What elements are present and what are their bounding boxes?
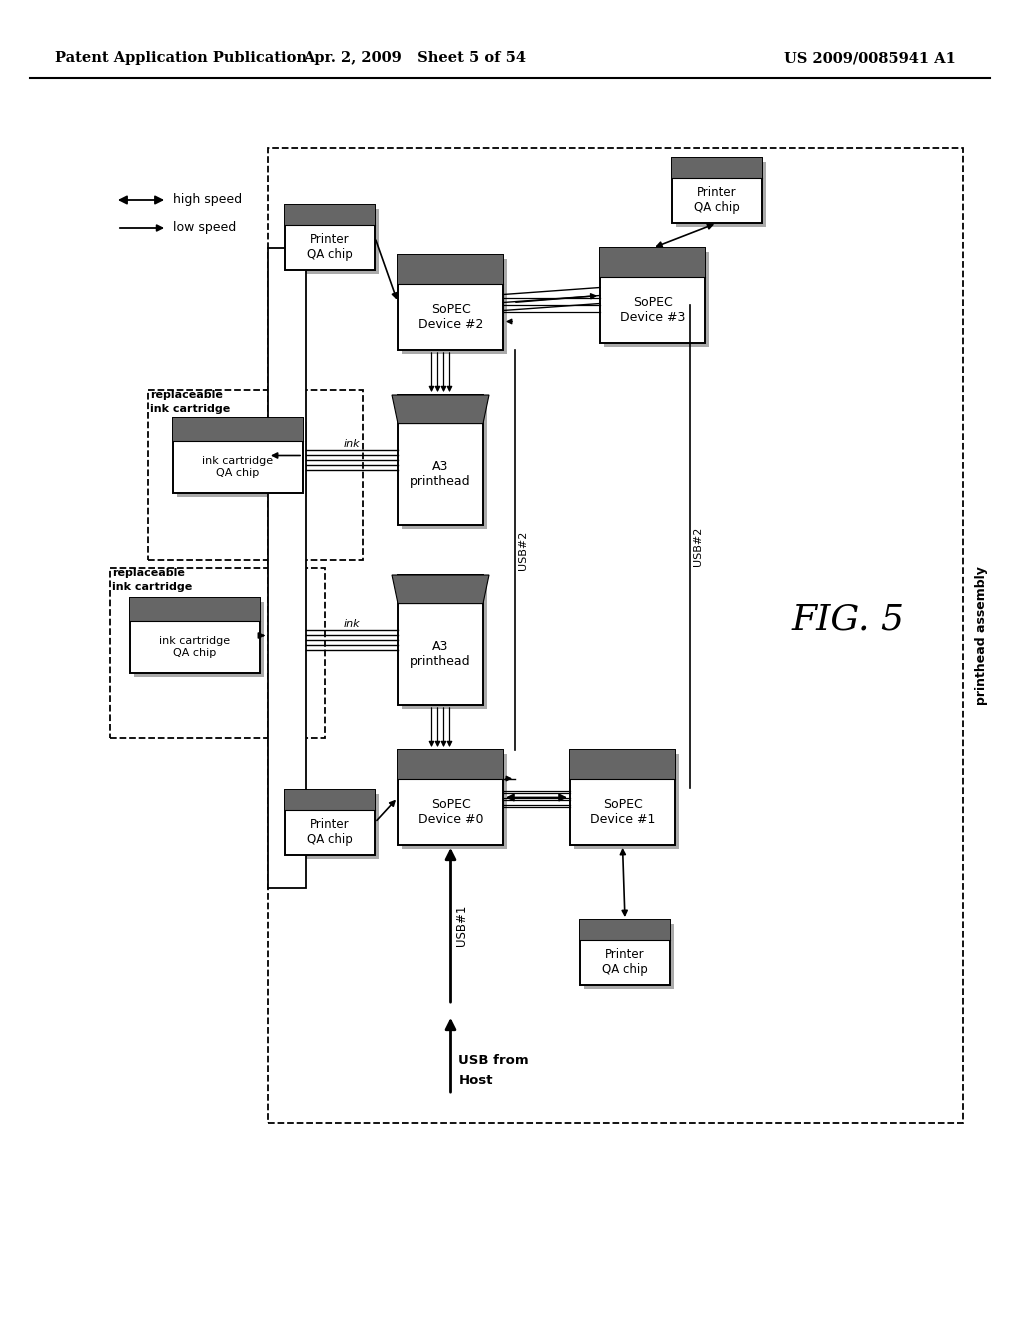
Bar [398, 395, 483, 525]
Text: SoPEC
Device #2: SoPEC Device #2 [418, 302, 483, 331]
Bar [570, 750, 675, 845]
Text: ink: ink [344, 440, 360, 449]
Text: high speed: high speed [173, 194, 242, 206]
Text: USB#1: USB#1 [456, 904, 469, 945]
Polygon shape [392, 395, 489, 424]
Polygon shape [392, 576, 489, 603]
Text: FIG. 5: FIG. 5 [792, 603, 904, 638]
Text: USB#2: USB#2 [518, 531, 528, 570]
Text: ink cartridge
QA chip: ink cartridge QA chip [160, 636, 230, 657]
Text: SoPEC
Device #0: SoPEC Device #0 [418, 797, 483, 826]
Text: USB from: USB from [459, 1053, 529, 1067]
Text: USB#2: USB#2 [693, 527, 703, 566]
Bar [285, 789, 375, 809]
Bar [268, 248, 306, 888]
Bar [600, 248, 705, 343]
Bar [580, 920, 670, 985]
Bar [676, 162, 766, 227]
Text: low speed: low speed [173, 222, 237, 235]
Bar [134, 602, 264, 677]
Bar [398, 255, 503, 350]
Text: ink: ink [344, 619, 360, 630]
Text: printhead assembly: printhead assembly [975, 566, 987, 705]
Bar [574, 754, 679, 849]
Text: Printer
QA chip: Printer QA chip [694, 186, 740, 214]
Bar [285, 205, 375, 224]
Text: US 2009/0085941 A1: US 2009/0085941 A1 [784, 51, 956, 65]
Text: Patent Application Publication: Patent Application Publication [55, 51, 307, 65]
Bar [177, 422, 307, 498]
Bar [285, 789, 375, 855]
Bar [268, 148, 963, 1123]
Bar [289, 795, 379, 859]
Bar [398, 750, 503, 779]
Bar [570, 750, 675, 779]
Text: A3
printhead: A3 printhead [411, 640, 471, 668]
Bar [402, 754, 507, 849]
Bar [402, 399, 487, 529]
Text: ink cartridge
QA chip: ink cartridge QA chip [203, 455, 273, 478]
Bar [110, 568, 325, 738]
Bar [672, 158, 762, 177]
Bar [402, 579, 487, 709]
Text: SoPEC
Device #3: SoPEC Device #3 [620, 296, 685, 323]
Bar [600, 248, 705, 276]
Text: Printer
QA chip: Printer QA chip [307, 234, 353, 261]
Text: Host: Host [459, 1073, 493, 1086]
Text: A3
printhead: A3 printhead [411, 461, 471, 488]
Bar [173, 418, 303, 492]
Text: ink cartridge: ink cartridge [112, 582, 193, 591]
Bar [173, 418, 303, 441]
Text: ink cartridge: ink cartridge [150, 404, 230, 414]
Bar [130, 598, 260, 620]
Bar [398, 255, 503, 284]
Bar [289, 209, 379, 275]
Bar [584, 924, 674, 989]
Bar [672, 158, 762, 223]
Text: Apr. 2, 2009   Sheet 5 of 54: Apr. 2, 2009 Sheet 5 of 54 [303, 51, 526, 65]
Text: replaceable: replaceable [112, 568, 185, 578]
Text: SoPEC
Device #1: SoPEC Device #1 [590, 797, 655, 826]
Bar [580, 920, 670, 940]
Bar [402, 259, 507, 354]
Text: replaceable: replaceable [150, 389, 223, 400]
Bar [285, 205, 375, 271]
Bar [604, 252, 709, 347]
Bar [130, 598, 260, 673]
Bar [148, 389, 362, 560]
Text: Printer
QA chip: Printer QA chip [307, 818, 353, 846]
Bar [398, 750, 503, 845]
Text: Printer
QA chip: Printer QA chip [602, 948, 648, 977]
Bar [398, 576, 483, 705]
